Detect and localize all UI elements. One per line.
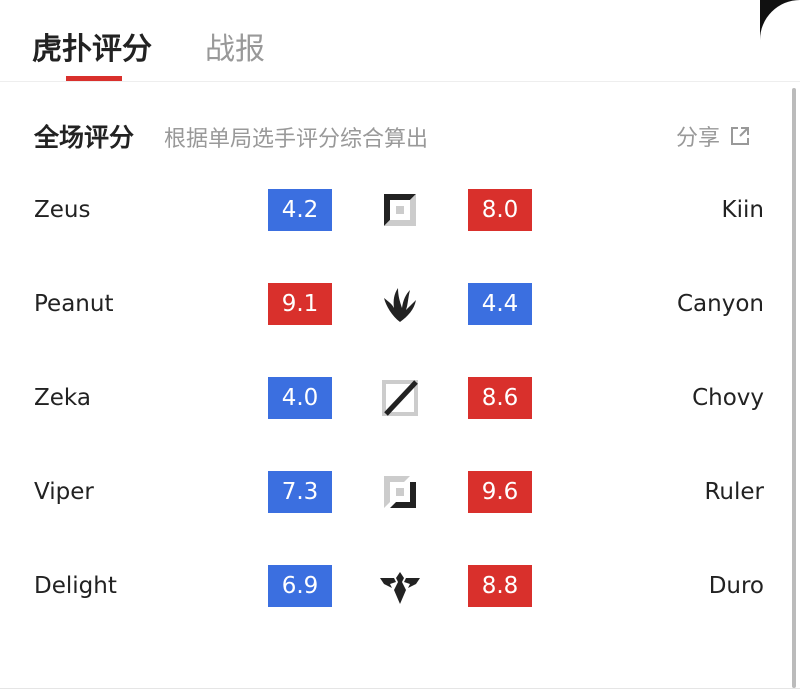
player-row: Delight 6.9 8.8 Duro: [0, 565, 800, 609]
right-score-badge: 9.6: [468, 471, 532, 513]
lane-support-icon: [380, 572, 420, 604]
external-link-icon: [731, 127, 750, 145]
right-score-badge: 8.6: [468, 377, 532, 419]
lane-top-icon: [384, 194, 416, 226]
right-score-badge: 8.0: [468, 189, 532, 231]
right-player-name[interactable]: Chovy: [692, 385, 764, 411]
right-player-name[interactable]: Duro: [708, 573, 764, 599]
lane-bottom-icon: [384, 476, 416, 508]
scrollbar[interactable]: [792, 88, 796, 688]
player-row: Peanut 9.1 4.4 Canyon: [0, 283, 800, 327]
player-row: Zeka 4.0 8.6 Chovy: [0, 377, 800, 421]
right-score-badge: 4.4: [468, 283, 532, 325]
player-row: Zeus 4.2 8.0 Kiin: [0, 189, 800, 233]
right-score-badge: 8.8: [468, 565, 532, 607]
left-score-badge: 9.1: [268, 283, 332, 325]
lane-jungle-icon: [384, 288, 416, 322]
left-player-name[interactable]: Viper: [34, 479, 94, 505]
right-player-name[interactable]: Canyon: [677, 291, 764, 317]
section-title: 全场评分: [34, 123, 135, 152]
right-player-name[interactable]: Kiin: [721, 197, 764, 223]
left-player-name[interactable]: Delight: [34, 573, 117, 599]
left-score-badge: 7.3: [268, 471, 332, 513]
tab-hupu-rating[interactable]: 虎扑评分: [32, 32, 152, 67]
share-label: 分享: [676, 126, 721, 151]
tab-match-report[interactable]: 战报: [205, 32, 265, 67]
right-player-name[interactable]: Ruler: [704, 479, 764, 505]
left-score-badge: 6.9: [268, 565, 332, 607]
player-row: Viper 7.3 9.6 Ruler: [0, 471, 800, 515]
left-score-badge: 4.0: [268, 377, 332, 419]
share-button[interactable]: 分享: [676, 120, 750, 152]
left-score-badge: 4.2: [268, 189, 332, 231]
left-player-name[interactable]: Zeka: [34, 385, 91, 411]
tab-bar: 虎扑评分 战报: [0, 0, 800, 82]
active-tab-indicator: [66, 76, 122, 81]
bottom-divider: [0, 688, 800, 689]
left-player-name[interactable]: Zeus: [34, 197, 91, 223]
lane-mid-icon: [382, 380, 418, 416]
section-subtitle: 根据单局选手评分综合算出: [164, 127, 429, 152]
left-player-name[interactable]: Peanut: [34, 291, 114, 317]
